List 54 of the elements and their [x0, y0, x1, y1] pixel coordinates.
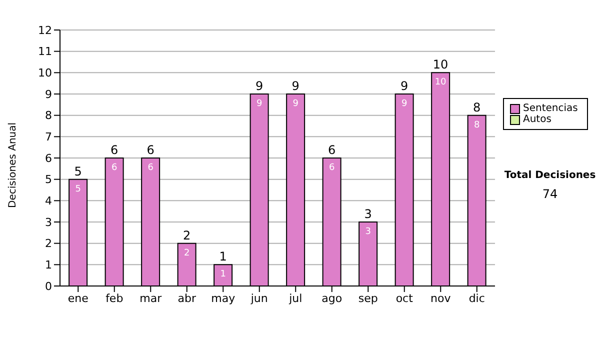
y-tick-label: 11 [38, 45, 52, 58]
data-label: 3 [365, 227, 371, 237]
y-tick-label: 1 [45, 258, 52, 272]
data-label: 9 [401, 99, 408, 109]
total-label: 9 [255, 79, 264, 93]
x-tick-label: may [211, 292, 236, 305]
total-label: 2 [182, 228, 191, 242]
total-label: 8 [472, 100, 481, 114]
y-tick-label: 7 [45, 130, 52, 144]
x-tick-label: oct [396, 292, 414, 305]
y-tick-label: 3 [45, 216, 52, 229]
total-label: 9 [400, 79, 408, 93]
x-tick-label: mar [140, 292, 162, 305]
legend-label: Sentencias [523, 103, 578, 114]
x-tick-label: dic [468, 292, 485, 305]
data-label: 5 [75, 184, 81, 194]
x-tick-label: jun [250, 292, 268, 305]
total-label: 3 [364, 207, 372, 221]
data-label: 6 [148, 163, 154, 173]
total-label: 6 [328, 143, 336, 157]
y-tick-label: 2 [45, 237, 52, 250]
total-label: 6 [146, 143, 154, 157]
text: Total Decisiones [503, 170, 597, 181]
y-tick-label: 0 [45, 280, 52, 293]
x-tick-label: nov [430, 292, 452, 305]
y-tick-label: 10 [38, 66, 52, 80]
data-label: 9 [292, 99, 299, 109]
y-tick-label: 4 [45, 194, 52, 208]
data-label: 2 [184, 248, 190, 258]
y-tick-label: 6 [45, 152, 52, 165]
y-axis-title: Decisiones Anual [8, 122, 19, 208]
data-label: 1 [220, 270, 226, 280]
legend-label: Autos [523, 114, 552, 125]
y-tick-label: 5 [45, 173, 52, 186]
total-label: 5 [74, 164, 82, 178]
total-label: 1 [219, 250, 227, 264]
y-tick-label: 9 [45, 88, 52, 101]
x-tick-label: jul [288, 292, 302, 305]
x-tick-label: sep [358, 292, 378, 305]
x-tick-label: abr [178, 292, 196, 305]
x-tick-label: ago [322, 292, 342, 305]
data-label: 6 [328, 163, 335, 173]
y-tick-label: 8 [45, 109, 52, 122]
x-tick-label: feb [106, 292, 124, 305]
data-label: 8 [474, 120, 480, 130]
data-label: 9 [256, 99, 262, 109]
y-tick-label: 12 [38, 24, 52, 37]
total-label: 6 [110, 143, 118, 157]
total-label: 10 [432, 58, 448, 72]
x-tick-label: ene [68, 292, 89, 305]
data-label: 10 [434, 78, 447, 88]
total-label: 9 [292, 79, 300, 93]
data-label: 6 [111, 163, 118, 173]
text: 74 [541, 187, 559, 201]
